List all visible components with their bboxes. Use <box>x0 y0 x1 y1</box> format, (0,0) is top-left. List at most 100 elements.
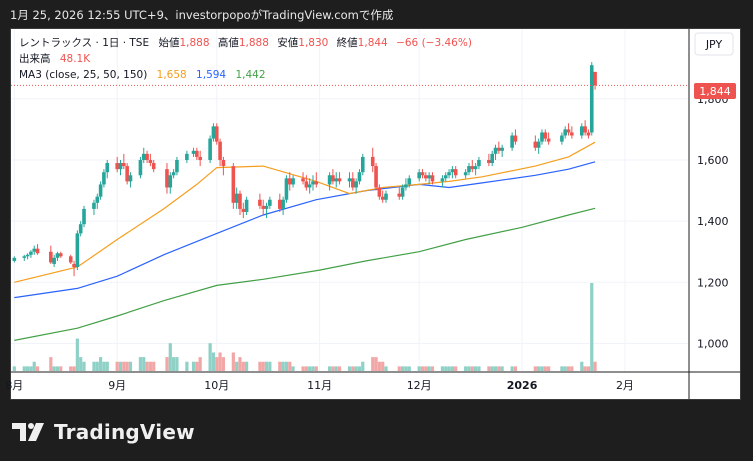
candle-body <box>543 132 548 139</box>
candle-body <box>195 150 199 157</box>
candle-body <box>58 253 63 257</box>
volume-bar <box>464 366 468 371</box>
candle-body <box>583 126 587 133</box>
candle-body <box>75 233 80 268</box>
price-tick-label: 1,000 <box>697 337 729 350</box>
volume-bar <box>268 361 272 371</box>
volume-bar <box>593 361 597 371</box>
candle-body <box>231 166 236 203</box>
volume-bar <box>474 366 478 371</box>
candle-body <box>125 166 129 182</box>
candle-body <box>211 126 216 139</box>
last-price-badge <box>694 83 736 99</box>
ma25-line <box>14 141 596 283</box>
candle-body <box>165 169 169 188</box>
candle-body <box>264 205 269 209</box>
candle-body <box>407 178 412 185</box>
volume-bar <box>288 361 292 371</box>
candle-body <box>570 132 574 136</box>
candle-body <box>586 132 591 136</box>
candle-body <box>128 175 133 182</box>
legend-high-label: 高値 <box>218 36 239 49</box>
volume-bar <box>22 366 26 371</box>
candle-body <box>397 193 402 197</box>
candle-body <box>580 126 584 136</box>
price-tick-label: 1,200 <box>697 276 729 289</box>
svg-text:出来高 48.1K: 出来高 48.1K <box>19 52 91 65</box>
candle-body <box>563 129 568 136</box>
volume-bar <box>172 357 176 371</box>
candle-body <box>400 187 405 197</box>
volume-bar <box>99 357 103 371</box>
volume-bar <box>185 361 189 371</box>
time-tick-label: 8月 <box>5 379 23 392</box>
candle-body <box>443 175 448 179</box>
candle-body <box>447 172 451 176</box>
caption-bar: 1月 25, 2026 12:55 UTC+9、investorpopoがTra… <box>0 0 753 28</box>
volume-bar <box>327 366 332 371</box>
candle-body <box>115 163 119 170</box>
volume-bar <box>82 361 86 371</box>
volume-bar <box>25 366 30 371</box>
volume-bar <box>487 366 491 371</box>
volume-bar <box>49 357 53 371</box>
volume-bar <box>311 366 315 371</box>
candle-body <box>151 163 156 170</box>
volume-bar <box>337 366 342 371</box>
volume-bar <box>497 366 501 371</box>
price-tick-label: 1,400 <box>697 215 729 228</box>
ma150-line <box>14 207 596 341</box>
candle-body <box>533 141 538 148</box>
candle-body <box>450 169 455 173</box>
volume-bar <box>245 361 249 371</box>
candle-body <box>311 181 315 185</box>
volume-bar <box>510 366 514 371</box>
volume-bar <box>361 361 365 371</box>
volume-bar <box>570 366 574 371</box>
candle-body <box>430 175 435 182</box>
legend: レントラックス · 1日 · TSE 始値1,888 高値1,888 安値1,8… <box>19 36 472 81</box>
volume-bar <box>354 366 358 371</box>
candle-body <box>424 175 428 179</box>
volume-bar <box>142 357 146 371</box>
brand[interactable]: TradingView <box>12 420 195 444</box>
volume-bar <box>400 366 405 371</box>
volume-bar <box>583 366 587 371</box>
currency-button[interactable] <box>694 32 734 56</box>
volume-bar <box>533 366 537 371</box>
volume-bar <box>55 366 60 371</box>
candle-body <box>560 135 564 142</box>
candle-body <box>52 257 56 264</box>
candle-body <box>98 184 103 197</box>
candle-body <box>470 166 475 170</box>
time-tick-label: 10月 <box>204 379 229 392</box>
volume-bar <box>351 366 355 371</box>
time-tick-label: 2月 <box>616 379 634 392</box>
volume-bar <box>490 366 494 371</box>
candle-body <box>95 196 100 203</box>
volume-bar <box>69 366 73 371</box>
volume-bar <box>513 366 518 371</box>
time-tick-label: 12月 <box>407 379 432 392</box>
candle-body <box>105 163 110 173</box>
candle-body <box>35 248 40 254</box>
candle-body <box>191 150 196 154</box>
volume-bar <box>198 357 202 371</box>
legend-ma-label: MA3 (close, 25, 50, 150) <box>19 69 147 81</box>
volume-bar <box>580 361 584 371</box>
candle-body <box>55 253 60 258</box>
candle-body <box>138 159 143 176</box>
candle-body <box>82 208 86 225</box>
volume-bar <box>586 366 591 371</box>
candle-body <box>221 159 226 167</box>
candle-body <box>261 205 266 209</box>
volume-bar <box>92 361 96 371</box>
volume-bar <box>314 366 318 371</box>
candle-body <box>380 196 385 200</box>
volume-bar <box>374 357 378 371</box>
candle-body <box>510 135 514 148</box>
volume-bar <box>211 352 216 371</box>
volume-bar <box>32 361 36 371</box>
candle-body <box>467 166 471 173</box>
